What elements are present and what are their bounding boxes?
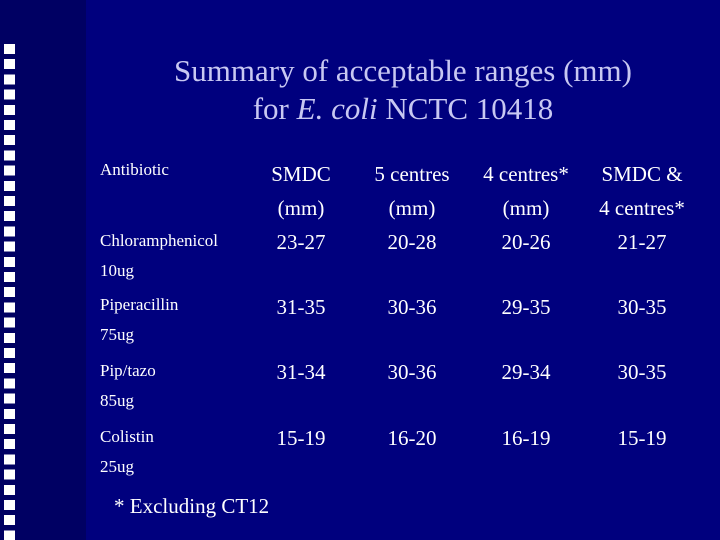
- header-4-centres-line2: (mm): [502, 196, 550, 220]
- table-cell: 16-20: [387, 426, 437, 450]
- table-cell: 20-28: [387, 230, 437, 254]
- header-5-centres-line2: (mm): [388, 196, 436, 220]
- header-smdc: SMDC (mm): [246, 157, 356, 225]
- table-cell: 21-27: [617, 230, 667, 254]
- antibiotic-name: Piperacillin: [100, 295, 179, 314]
- table-cell: 20-26: [501, 230, 551, 254]
- title-line-1: Summary of acceptable ranges (mm): [174, 53, 632, 88]
- table-cell: 31-35: [276, 295, 326, 319]
- table-cell: 30-35: [617, 295, 667, 319]
- slide-title: Summary of acceptable ranges (mm) for E.…: [86, 52, 720, 128]
- header-smdc-and-4-centres: SMDC & 4 centres*: [584, 157, 700, 225]
- title-organism: E. coli: [296, 91, 378, 126]
- title-line-2: for E. coli NCTC 10418: [86, 90, 720, 128]
- table-cell: 30-36: [387, 360, 437, 384]
- table-cell: 16-19: [501, 426, 551, 450]
- title-prefix: for: [252, 91, 297, 126]
- table-cell: 15-19: [276, 426, 326, 450]
- header-antibiotic: Antibiotic: [100, 160, 169, 179]
- table-row-label: Piperacillin 75ug: [100, 290, 178, 350]
- antibiotic-name: Colistin: [100, 427, 154, 446]
- header-smdc-4-line1: SMDC &: [601, 162, 683, 186]
- header-5-centres-line1: 5 centres: [374, 162, 450, 186]
- antibiotic-name: Pip/tazo: [100, 361, 156, 380]
- antibiotic-dose: 25ug: [100, 457, 134, 476]
- decorative-squares: [4, 44, 15, 540]
- header-smdc-line2: (mm): [277, 196, 325, 220]
- antibiotic-dose: 10ug: [100, 261, 134, 280]
- table-cell: 23-27: [276, 230, 326, 254]
- antibiotic-dose: 75ug: [100, 325, 134, 344]
- table-cell: 29-34: [501, 360, 551, 384]
- table-row-label: Pip/tazo 85ug: [100, 356, 156, 416]
- header-4-centres: 4 centres* (mm): [468, 157, 584, 225]
- table-row-label: Colistin 25ug: [100, 422, 154, 482]
- table-cell: 29-35: [501, 295, 551, 319]
- table-cell: 31-34: [276, 360, 326, 384]
- title-suffix: NCTC 10418: [377, 91, 554, 126]
- table-cell: 30-35: [617, 360, 667, 384]
- antibiotic-dose: 85ug: [100, 391, 134, 410]
- antibiotic-name: Chloramphenicol: [100, 231, 219, 250]
- header-smdc-4-line2: 4 centres*: [599, 196, 685, 220]
- header-smdc-line1: SMDC: [271, 162, 331, 186]
- table-cell: 15-19: [617, 426, 667, 450]
- footnote: * Excluding CT12: [114, 494, 270, 518]
- header-5-centres: 5 centres (mm): [356, 157, 468, 225]
- header-4-centres-line1: 4 centres*: [483, 162, 569, 186]
- table-cell: 30-36: [387, 295, 437, 319]
- table-row-label: Chloramphenicol 10ug: [100, 226, 218, 286]
